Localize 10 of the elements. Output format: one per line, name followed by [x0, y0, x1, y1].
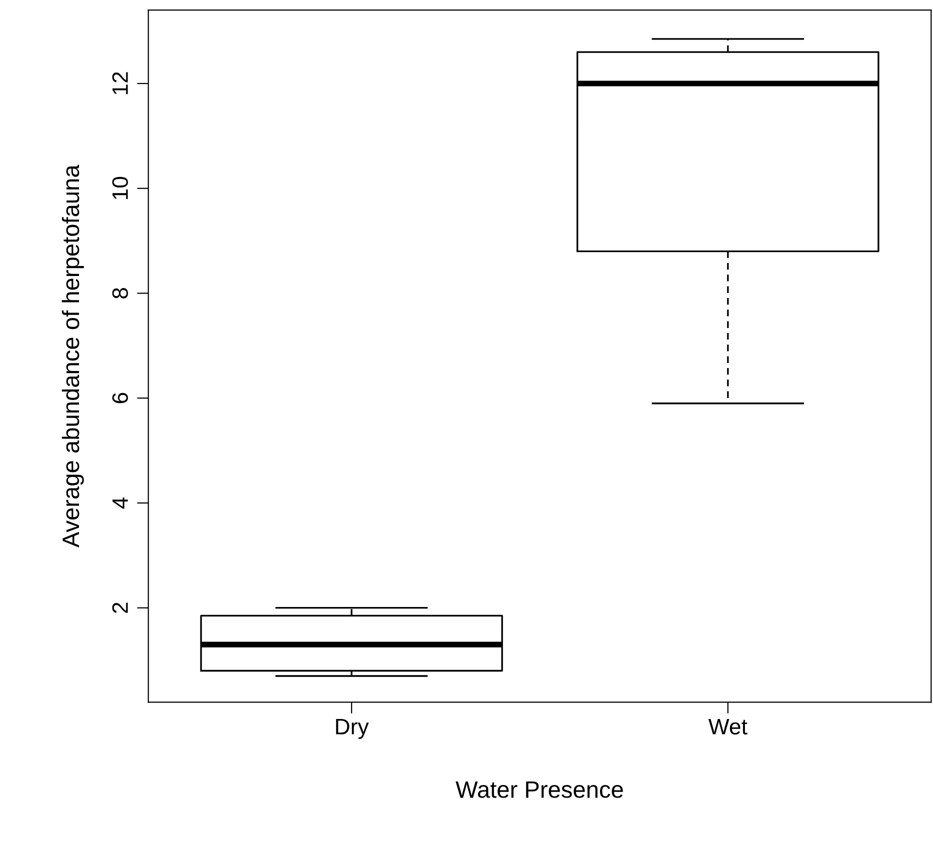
y-tick-label: 2	[112, 602, 128, 613]
y-tick-label: 6	[112, 392, 128, 404]
y-tick-label: 8	[112, 288, 128, 298]
y-axis-title: Average abundance of herpetofauna	[62, 164, 84, 548]
y-tick-label: 12	[112, 72, 128, 94]
x-axis-title: Water Presence	[456, 781, 623, 798]
x-tick-label: Wet	[708, 719, 748, 735]
x-tick-label: Dry	[336, 719, 369, 739]
y-tick-label: 10	[112, 176, 128, 200]
y-tick-label: 4	[112, 497, 128, 509]
